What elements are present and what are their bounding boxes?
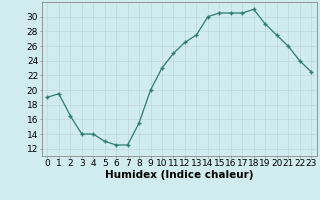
X-axis label: Humidex (Indice chaleur): Humidex (Indice chaleur) <box>105 170 253 180</box>
